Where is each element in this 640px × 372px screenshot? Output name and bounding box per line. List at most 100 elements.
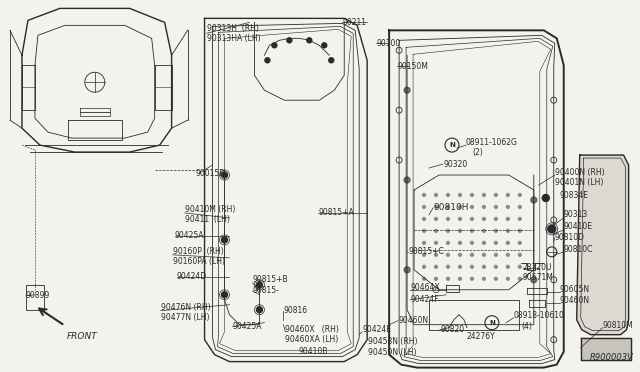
Circle shape bbox=[518, 193, 522, 196]
Bar bbox=[26, 285, 44, 310]
Text: 90810D: 90810D bbox=[555, 233, 585, 243]
Circle shape bbox=[470, 241, 474, 244]
Circle shape bbox=[470, 253, 474, 256]
Circle shape bbox=[329, 58, 333, 63]
Text: 90810C: 90810C bbox=[564, 246, 593, 254]
Circle shape bbox=[435, 193, 438, 196]
Text: 90815+A: 90815+A bbox=[318, 208, 354, 218]
Text: 90313: 90313 bbox=[564, 211, 588, 219]
Circle shape bbox=[257, 282, 262, 288]
Text: 90571M: 90571M bbox=[523, 273, 554, 282]
Circle shape bbox=[458, 241, 461, 244]
Text: 90015B: 90015B bbox=[196, 169, 225, 177]
Circle shape bbox=[470, 193, 474, 196]
Circle shape bbox=[422, 217, 426, 221]
Text: 90424E: 90424E bbox=[362, 325, 391, 334]
Text: 90425A: 90425A bbox=[175, 231, 204, 240]
Circle shape bbox=[422, 265, 426, 268]
Circle shape bbox=[531, 277, 537, 283]
Circle shape bbox=[470, 230, 474, 232]
Circle shape bbox=[447, 217, 449, 221]
Circle shape bbox=[435, 205, 438, 208]
Text: (4): (4) bbox=[522, 322, 532, 331]
Circle shape bbox=[483, 205, 485, 208]
Circle shape bbox=[435, 217, 438, 221]
Circle shape bbox=[494, 217, 497, 221]
Circle shape bbox=[470, 217, 474, 221]
Circle shape bbox=[458, 253, 461, 256]
Circle shape bbox=[422, 253, 426, 256]
Circle shape bbox=[307, 38, 312, 43]
Circle shape bbox=[548, 225, 556, 233]
Polygon shape bbox=[580, 338, 630, 360]
Text: 90313HA (LH): 90313HA (LH) bbox=[207, 34, 260, 43]
Text: 90815+C: 90815+C bbox=[408, 247, 444, 256]
Circle shape bbox=[404, 87, 410, 93]
Text: 08918-10610: 08918-10610 bbox=[514, 311, 564, 320]
Text: N: N bbox=[449, 142, 455, 148]
Circle shape bbox=[506, 230, 509, 232]
Circle shape bbox=[435, 265, 438, 268]
Text: 90211: 90211 bbox=[342, 18, 366, 27]
Circle shape bbox=[435, 241, 438, 244]
Circle shape bbox=[435, 253, 438, 256]
Text: 90100: 90100 bbox=[376, 39, 401, 48]
Text: 08911-1062G: 08911-1062G bbox=[466, 138, 518, 147]
Circle shape bbox=[422, 230, 426, 232]
Circle shape bbox=[483, 277, 485, 280]
Circle shape bbox=[506, 193, 509, 196]
Circle shape bbox=[458, 230, 461, 232]
Text: 90810H: 90810H bbox=[433, 203, 468, 212]
Circle shape bbox=[422, 277, 426, 280]
Circle shape bbox=[518, 230, 522, 232]
Text: 90410M (RH): 90410M (RH) bbox=[184, 205, 235, 214]
Text: N: N bbox=[489, 320, 495, 326]
Circle shape bbox=[483, 241, 485, 244]
Circle shape bbox=[483, 230, 485, 232]
Circle shape bbox=[494, 277, 497, 280]
Circle shape bbox=[518, 265, 522, 268]
Circle shape bbox=[447, 230, 449, 232]
Circle shape bbox=[506, 217, 509, 221]
Circle shape bbox=[404, 177, 410, 183]
Text: 90460N: 90460N bbox=[398, 316, 428, 325]
Text: 90834E: 90834E bbox=[560, 192, 589, 201]
Circle shape bbox=[322, 43, 327, 48]
Circle shape bbox=[435, 230, 438, 232]
Text: R900003V: R900003V bbox=[589, 353, 634, 362]
Circle shape bbox=[483, 193, 485, 196]
Circle shape bbox=[494, 193, 497, 196]
Circle shape bbox=[272, 43, 277, 48]
Text: 90411  (LH): 90411 (LH) bbox=[184, 215, 230, 224]
Circle shape bbox=[447, 265, 449, 268]
Circle shape bbox=[287, 38, 292, 43]
Text: 90400N (RH): 90400N (RH) bbox=[555, 167, 604, 177]
Text: 90160PA (LH): 90160PA (LH) bbox=[173, 257, 225, 266]
Circle shape bbox=[518, 253, 522, 256]
Circle shape bbox=[470, 277, 474, 280]
Circle shape bbox=[447, 193, 449, 196]
Circle shape bbox=[483, 217, 485, 221]
Text: 90460N: 90460N bbox=[560, 296, 590, 305]
Text: 28720U: 28720U bbox=[523, 263, 552, 272]
Circle shape bbox=[542, 195, 549, 202]
Polygon shape bbox=[577, 155, 628, 335]
Text: 90410B: 90410B bbox=[298, 347, 328, 356]
Circle shape bbox=[447, 277, 449, 280]
Text: 90820: 90820 bbox=[440, 325, 464, 334]
Circle shape bbox=[458, 205, 461, 208]
Text: 90460XA (LH): 90460XA (LH) bbox=[285, 335, 339, 344]
Text: 90424F: 90424F bbox=[410, 295, 438, 304]
Text: 90464X: 90464X bbox=[410, 283, 440, 292]
Text: 90459N (LH): 90459N (LH) bbox=[368, 348, 417, 357]
Circle shape bbox=[458, 193, 461, 196]
Circle shape bbox=[404, 267, 410, 273]
Circle shape bbox=[447, 205, 449, 208]
Circle shape bbox=[518, 241, 522, 244]
Circle shape bbox=[422, 193, 426, 196]
Text: 90320: 90320 bbox=[443, 160, 467, 169]
Circle shape bbox=[506, 205, 509, 208]
Text: 90477N (LH): 90477N (LH) bbox=[161, 313, 209, 322]
Text: 90460X   (RH): 90460X (RH) bbox=[285, 325, 339, 334]
Circle shape bbox=[494, 265, 497, 268]
